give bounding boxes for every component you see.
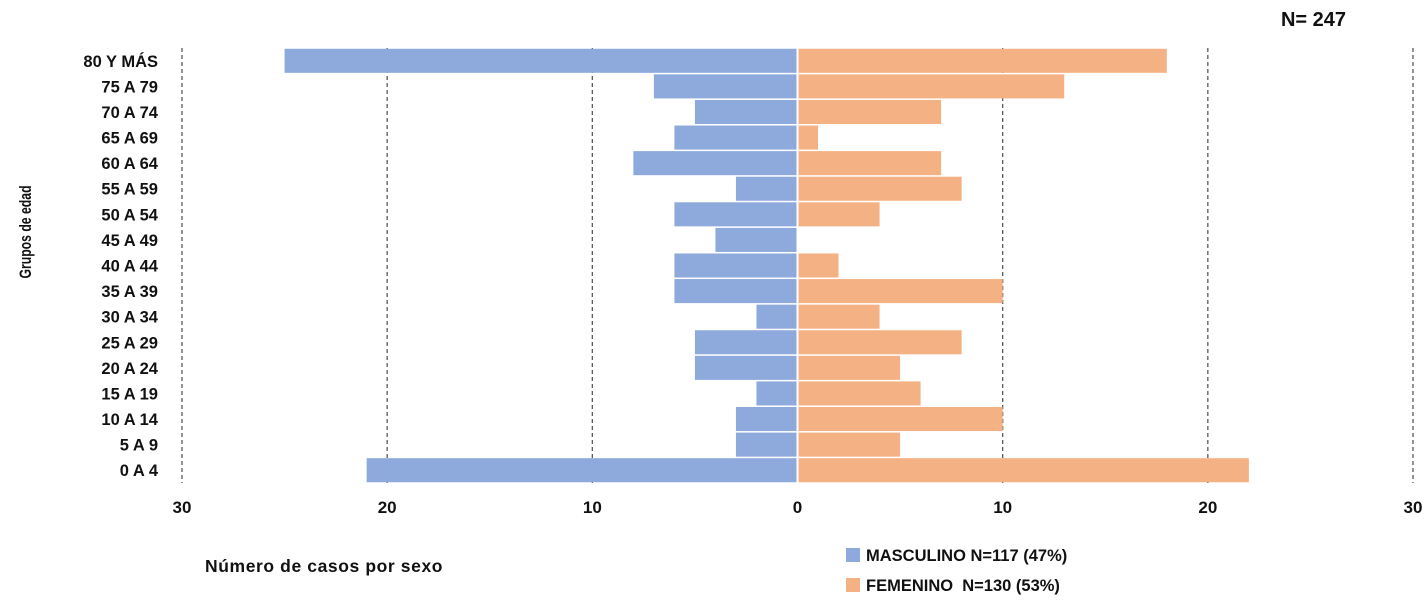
x-tick-label-0: 30 [173, 498, 192, 517]
age-group-label-5: 55 A 59 [101, 181, 158, 199]
bar-femenino-4 [797, 151, 942, 176]
bar-femenino-0 [797, 48, 1167, 73]
bar-femenino-9 [797, 279, 1003, 304]
age-group-label-16: 0 A 4 [120, 462, 159, 480]
bar-femenino-12 [797, 355, 901, 380]
legend-swatch-masculino [846, 548, 860, 562]
age-group-label-13: 15 A 19 [101, 385, 158, 403]
age-group-label-8: 40 A 44 [101, 258, 158, 276]
age-group-label-1: 75 A 79 [101, 78, 158, 96]
bar-masculino-12 [694, 355, 798, 380]
age-group-label-2: 70 A 74 [101, 104, 158, 122]
bar-femenino-16 [797, 458, 1249, 483]
age-group-label-4: 60 A 64 [101, 155, 158, 173]
age-group-label-7: 45 A 49 [101, 232, 158, 250]
age-group-label-6: 50 A 54 [101, 206, 158, 224]
legend: MASCULINO N=117 (47%) FEMENINO N=130 (53%… [846, 547, 1067, 595]
x-tick-label-5: 20 [1198, 498, 1217, 517]
x-tick-label-2: 10 [583, 498, 602, 517]
bar-masculino-8 [674, 253, 798, 278]
age-group-label-15: 5 A 9 [120, 437, 158, 455]
bar-femenino-5 [797, 176, 962, 201]
bar-femenino-14 [797, 407, 1003, 432]
legend-label-femenino: FEMENINO N=130 (53%) [866, 577, 1060, 595]
age-group-label-3: 65 A 69 [101, 130, 158, 148]
bar-femenino-11 [797, 330, 962, 355]
bar-masculino-16 [366, 458, 798, 483]
bar-femenino-2 [797, 99, 942, 124]
bars [284, 48, 1249, 483]
x-tick-label-6: 30 [1404, 498, 1423, 517]
bar-femenino-15 [797, 432, 901, 457]
age-group-label-10: 30 A 34 [101, 309, 158, 327]
bar-masculino-4 [633, 151, 798, 176]
bar-masculino-10 [756, 304, 798, 329]
grid-lines [181, 48, 1414, 483]
bar-femenino-13 [797, 381, 921, 406]
age-group-label-0: 80 Y MÁS [83, 52, 158, 71]
x-tick-labels: 30 20 10 0 10 20 30 [173, 498, 1423, 517]
x-axis-label: Número de casos por sexo [205, 556, 443, 576]
bar-masculino-11 [694, 330, 798, 355]
bar-femenino-1 [797, 74, 1065, 99]
y-axis-label: Grupos de edad [17, 185, 35, 278]
x-tick-label-4: 10 [993, 498, 1012, 517]
age-group-label-14: 10 A 14 [101, 411, 158, 429]
legend-swatch-femenino [846, 578, 860, 592]
bar-femenino-8 [797, 253, 839, 278]
bar-masculino-5 [735, 176, 798, 201]
bar-masculino-13 [756, 381, 798, 406]
bar-masculino-6 [674, 202, 798, 227]
bar-masculino-3 [674, 125, 798, 150]
bar-masculino-2 [694, 99, 798, 124]
bar-masculino-0 [284, 48, 798, 73]
bar-masculino-14 [735, 407, 798, 432]
age-group-label-9: 35 A 39 [101, 283, 158, 301]
bar-femenino-6 [797, 202, 880, 227]
age-group-label-11: 25 A 29 [101, 334, 158, 352]
age-group-labels: 80 Y MÁS 75 A 79 70 A 74 65 A 69 60 A 64 55 A… [83, 52, 158, 480]
x-tick-label-1: 20 [378, 498, 397, 517]
bar-femenino-3 [797, 125, 819, 150]
bar-masculino-1 [653, 74, 798, 99]
bar-femenino-10 [797, 304, 880, 329]
bar-masculino-9 [674, 279, 798, 304]
bar-masculino-15 [735, 432, 798, 457]
total-cases-label: N= 247 [1281, 9, 1346, 31]
x-tick-label-3: 0 [793, 498, 802, 517]
legend-label-masculino: MASCULINO N=117 (47%) [866, 547, 1067, 565]
age-group-label-12: 20 A 24 [101, 360, 158, 378]
bar-masculino-7 [715, 227, 798, 252]
